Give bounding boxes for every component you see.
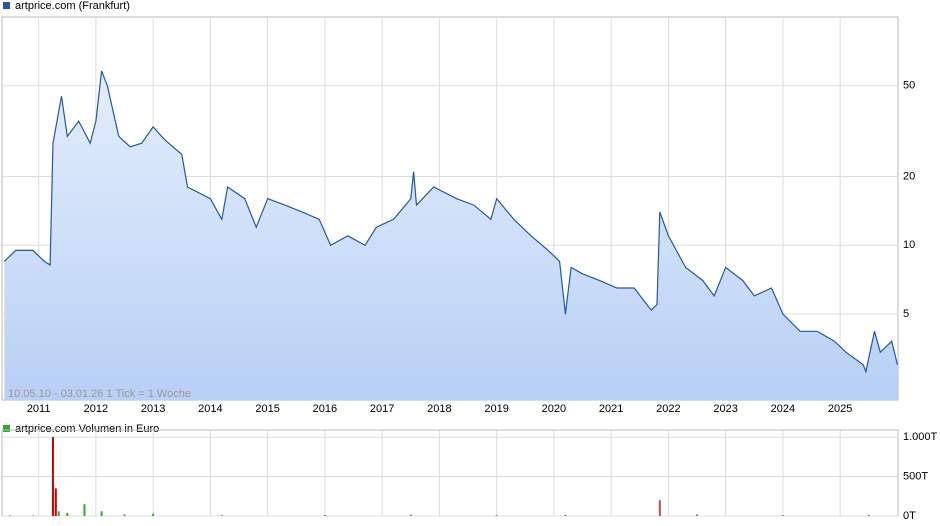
volume-bar (100, 511, 103, 516)
volume-bar (323, 515, 326, 516)
volume-bar (409, 514, 412, 516)
volume-bar (66, 512, 69, 516)
volume-bar (495, 515, 498, 516)
x-tick-label: 2013 (141, 403, 165, 415)
price-area (4, 71, 898, 400)
x-tick-label: 2020 (542, 403, 566, 415)
y-tick-label: 0T (903, 510, 916, 522)
volume-bar (658, 500, 661, 516)
volume-bar (781, 515, 784, 516)
price-line (3, 70, 898, 374)
volume-bar (696, 514, 699, 516)
x-tick-label: 2017 (370, 403, 394, 415)
x-tick-label: 2015 (255, 403, 279, 415)
volume-bar (83, 504, 86, 516)
y-tick-label: 50 (903, 80, 915, 92)
volume-bar (123, 514, 126, 516)
x-tick-label: 2012 (84, 403, 108, 415)
volume-area (1, 429, 899, 517)
x-tick-label: 2022 (656, 403, 680, 415)
y-tick-label: 5 (903, 308, 909, 320)
y-tick-label: 10 (903, 239, 915, 251)
x-tick-label: 2019 (484, 403, 508, 415)
subtitle: 10.05.10 - 03.01.26 1 Tick = 1 Woche (8, 388, 191, 400)
volume-bar (54, 488, 57, 516)
y-tick-label: 500T (903, 470, 928, 482)
x-tick-label: 2021 (599, 403, 623, 415)
y-tick-label: 20 (903, 170, 915, 182)
y-tick-label: 1.000T (903, 431, 938, 443)
volume-bar (220, 515, 223, 516)
volume-bar (867, 515, 870, 516)
x-tick-label: 2011 (27, 403, 51, 415)
legend-swatch (3, 2, 10, 9)
x-tick-label: 2025 (828, 403, 852, 415)
chart-title: artprice.com (Frankfurt) (15, 0, 130, 12)
x-tick-label: 2014 (198, 403, 222, 415)
x-tick-label: 2016 (313, 403, 337, 415)
volume-bar (51, 437, 54, 516)
volume-title: artprice.com Volumen in Euro (15, 423, 159, 435)
volume-bar (564, 514, 567, 516)
volume-bar (57, 511, 60, 516)
x-tick-label: 2018 (427, 403, 451, 415)
x-tick-label: 2023 (713, 403, 737, 415)
x-tick-label: 2024 (771, 403, 795, 415)
volume-bar (9, 515, 12, 516)
volume-bar (152, 513, 155, 516)
legend-swatch (3, 425, 10, 432)
